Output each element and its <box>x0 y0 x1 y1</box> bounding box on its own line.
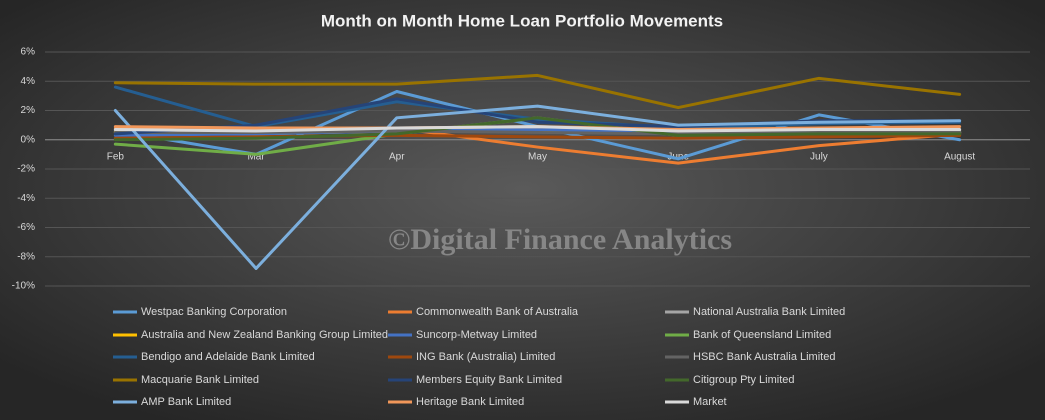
watermark: ©Digital Finance Analytics <box>388 223 732 256</box>
y-tick-label: -10% <box>12 281 35 292</box>
y-tick-label: -2% <box>17 164 35 175</box>
legend-label: Members Equity Bank Limited <box>416 374 562 386</box>
series-line <box>113 73 962 110</box>
y-tick-label: -4% <box>17 193 35 204</box>
legend-label: HSBC Bank Australia Limited <box>693 351 835 363</box>
legend-label: Commonwealth Bank of Australia <box>416 306 579 318</box>
legend-label: Heritage Bank Limited <box>416 396 524 408</box>
legend-label: Macquarie Bank Limited <box>141 374 259 386</box>
legend-label: Citigroup Pty Limited <box>693 374 795 386</box>
legend-label: Australia and New Zealand Banking Group … <box>141 329 388 341</box>
legend-label: Bendigo and Adelaide Bank Limited <box>141 351 315 363</box>
legend-label: National Australia Bank Limited <box>693 306 845 318</box>
chart-title: Month on Month Home Loan Portfolio Movem… <box>321 11 723 30</box>
x-tick-label: July <box>810 151 828 162</box>
legend-label: Market <box>693 396 727 408</box>
series-line <box>113 116 962 142</box>
y-tick-label: -6% <box>17 222 35 233</box>
y-tick-label: 2% <box>21 105 36 116</box>
legend-label: ING Bank (Australia) Limited <box>416 351 555 363</box>
x-tick-label: August <box>944 151 975 162</box>
x-tick-label: June <box>667 151 689 162</box>
x-tick-label: Feb <box>107 151 125 162</box>
y-tick-label: 6% <box>21 47 36 58</box>
y-tick-label: 0% <box>21 134 36 145</box>
y-tick-label: 4% <box>21 76 36 87</box>
y-tick-label: -8% <box>17 251 35 262</box>
x-tick-label: May <box>528 151 547 162</box>
legend-label: Westpac Banking Corporation <box>141 306 287 318</box>
legend-label: Suncorp-Metway Limited <box>416 329 537 341</box>
x-tick-label: Mar <box>247 151 265 162</box>
series-line <box>113 104 962 270</box>
legend-label: Bank of Queensland Limited <box>693 329 831 341</box>
legend-label: AMP Bank Limited <box>141 396 231 408</box>
x-tick-label: Apr <box>389 151 405 162</box>
series-line <box>113 125 962 133</box>
